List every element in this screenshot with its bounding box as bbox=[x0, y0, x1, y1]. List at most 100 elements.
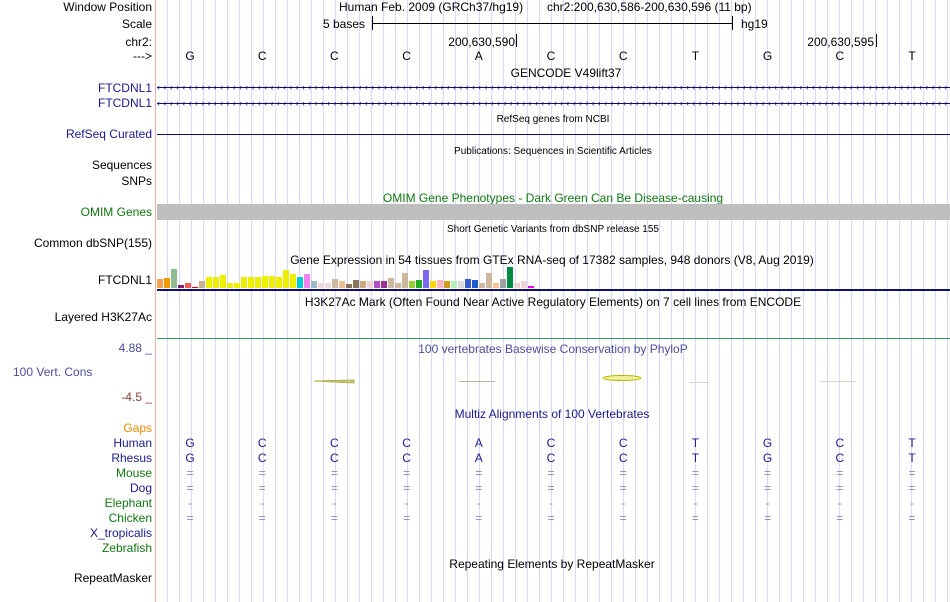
gtex-tissue-bar[interactable] bbox=[514, 283, 520, 288]
gtex-tissue-bar[interactable] bbox=[297, 277, 303, 288]
gtex-tissue-bar[interactable] bbox=[283, 270, 289, 288]
gtex-tissue-bar[interactable] bbox=[360, 281, 366, 288]
gtex-tissue-bar[interactable] bbox=[318, 283, 324, 288]
dbsnp-label[interactable]: Common dbSNP(155) bbox=[33, 236, 152, 250]
gtex-tissue-bar[interactable] bbox=[374, 281, 380, 288]
gtex-tissue-bar[interactable] bbox=[353, 280, 359, 288]
grid-line bbox=[563, 0, 564, 602]
gtex-tissue-bar[interactable] bbox=[171, 269, 177, 288]
gtex-bar-chart[interactable] bbox=[157, 267, 537, 288]
gtex-tissue-bar[interactable] bbox=[269, 276, 275, 288]
publications-label[interactable]: Sequences bbox=[91, 158, 152, 172]
gtex-tissue-bar[interactable] bbox=[395, 283, 401, 288]
gtex-tissue-bar[interactable] bbox=[192, 287, 198, 288]
grid-line bbox=[791, 0, 792, 602]
gtex-tissue-bar[interactable] bbox=[248, 277, 254, 288]
alignment-base: = bbox=[330, 511, 338, 525]
alignment-base: = bbox=[475, 481, 483, 495]
species-label[interactable]: Chicken bbox=[108, 511, 152, 525]
gtex-tissue-bar[interactable] bbox=[507, 267, 513, 288]
gencode-transcript[interactable] bbox=[157, 87, 950, 88]
gtex-tissue-bar[interactable] bbox=[213, 277, 219, 288]
gtex-tissue-bar[interactable] bbox=[234, 283, 240, 288]
gtex-tissue-bar[interactable] bbox=[290, 274, 296, 288]
gtex-tissue-bar[interactable] bbox=[493, 283, 499, 288]
refseq-transcript[interactable] bbox=[157, 134, 950, 135]
alignment-base: - bbox=[476, 496, 481, 510]
gtex-tissue-bar[interactable] bbox=[402, 273, 408, 288]
species-label[interactable]: Dog bbox=[129, 481, 152, 495]
gtex-tissue-bar[interactable] bbox=[164, 278, 170, 288]
phylop-label[interactable]: 100 Vert. Cons bbox=[13, 365, 93, 379]
alignment-base: A bbox=[474, 451, 483, 465]
omim-feature[interactable] bbox=[157, 204, 950, 220]
gtex-tissue-bar[interactable] bbox=[444, 281, 450, 288]
gtex-tissue-bar[interactable] bbox=[416, 280, 422, 288]
gtex-tissue-bar[interactable] bbox=[311, 281, 317, 288]
gtex-tissue-bar[interactable] bbox=[339, 281, 345, 288]
gtex-tissue-bar[interactable] bbox=[479, 283, 485, 288]
gtex-tissue-bar[interactable] bbox=[185, 283, 191, 288]
gencode-item-label[interactable]: FTCDNL1 bbox=[97, 96, 152, 110]
species-label[interactable]: Zebrafish bbox=[101, 541, 152, 555]
grid-line bbox=[635, 0, 636, 602]
gtex-tissue-bar[interactable] bbox=[206, 277, 212, 288]
gtex-tissue-bar[interactable] bbox=[423, 270, 429, 288]
species-label[interactable]: Elephant bbox=[104, 496, 152, 510]
repeatmasker-title: Repeating Elements by RepeatMasker bbox=[449, 557, 655, 571]
gtex-tissue-bar[interactable] bbox=[465, 279, 471, 288]
gtex-tissue-bar[interactable] bbox=[262, 276, 268, 288]
gtex-tissue-bar[interactable] bbox=[451, 281, 457, 288]
gtex-tissue-bar[interactable] bbox=[521, 281, 527, 288]
gtex-tissue-bar[interactable] bbox=[367, 281, 373, 288]
h3k27ac-label[interactable]: Layered H3K27Ac bbox=[54, 310, 152, 324]
gtex-tissue-bar[interactable] bbox=[276, 277, 282, 288]
multiz-gaps-label[interactable]: Gaps bbox=[123, 421, 152, 435]
grid-line bbox=[551, 0, 552, 602]
alignment-base: C bbox=[257, 436, 267, 450]
phylop-mark bbox=[602, 375, 642, 381]
gtex-tissue-bar[interactable] bbox=[528, 286, 534, 288]
assembly-label: Human Feb. 2009 (GRCh37/hg19) bbox=[339, 0, 524, 14]
gtex-tissue-bar[interactable] bbox=[381, 281, 387, 288]
gencode-transcript[interactable] bbox=[157, 103, 950, 104]
repeatmasker-label[interactable]: RepeatMasker bbox=[73, 571, 152, 585]
gtex-tissue-bar[interactable] bbox=[178, 285, 184, 288]
snps-label[interactable]: SNPs bbox=[121, 174, 152, 188]
gtex-tissue-bar[interactable] bbox=[227, 283, 233, 288]
species-label[interactable]: X_tropicalis bbox=[89, 526, 152, 540]
gtex-tissue-bar[interactable] bbox=[325, 283, 331, 288]
gencode-item-label[interactable]: FTCDNL1 bbox=[97, 81, 152, 95]
refseq-label[interactable]: RefSeq Curated bbox=[65, 127, 152, 141]
gtex-tissue-bar[interactable] bbox=[388, 278, 394, 288]
alignment-base: = bbox=[547, 511, 555, 525]
omim-label[interactable]: OMIM Genes bbox=[80, 205, 152, 219]
gtex-tissue-bar[interactable] bbox=[346, 284, 352, 288]
gtex-tissue-bar[interactable] bbox=[304, 274, 310, 288]
position-readout[interactable]: chr2:200,630,586-200,630,596 (11 bp) bbox=[547, 0, 752, 14]
gtex-tissue-bar[interactable] bbox=[458, 281, 464, 288]
gtex-tissue-bar[interactable] bbox=[255, 277, 261, 288]
gtex-tissue-bar[interactable] bbox=[437, 280, 443, 288]
gtex-tissue-bar[interactable] bbox=[409, 281, 415, 288]
grid-line bbox=[659, 0, 660, 602]
gtex-tissue-bar[interactable] bbox=[332, 279, 338, 288]
gtex-tissue-bar[interactable] bbox=[500, 279, 506, 288]
gtex-tissue-bar[interactable] bbox=[220, 275, 226, 288]
alignment-base: C bbox=[546, 436, 556, 450]
species-label[interactable]: Mouse bbox=[115, 466, 152, 480]
alignment-base: = bbox=[330, 481, 338, 495]
grid-line bbox=[575, 0, 576, 602]
gtex-tissue-bar[interactable] bbox=[430, 281, 436, 288]
alignment-base: = bbox=[186, 481, 194, 495]
species-label[interactable]: Human bbox=[113, 436, 152, 450]
gtex-tissue-bar[interactable] bbox=[472, 280, 478, 288]
base-letter: C bbox=[618, 49, 628, 63]
alignment-base: = bbox=[403, 481, 411, 495]
gtex-label[interactable]: FTCDNL1 bbox=[97, 273, 152, 287]
gtex-tissue-bar[interactable] bbox=[199, 281, 205, 288]
gtex-tissue-bar[interactable] bbox=[486, 273, 492, 288]
gtex-tissue-bar[interactable] bbox=[157, 279, 163, 288]
gtex-tissue-bar[interactable] bbox=[241, 277, 247, 288]
species-label[interactable]: Rhesus bbox=[111, 451, 152, 465]
